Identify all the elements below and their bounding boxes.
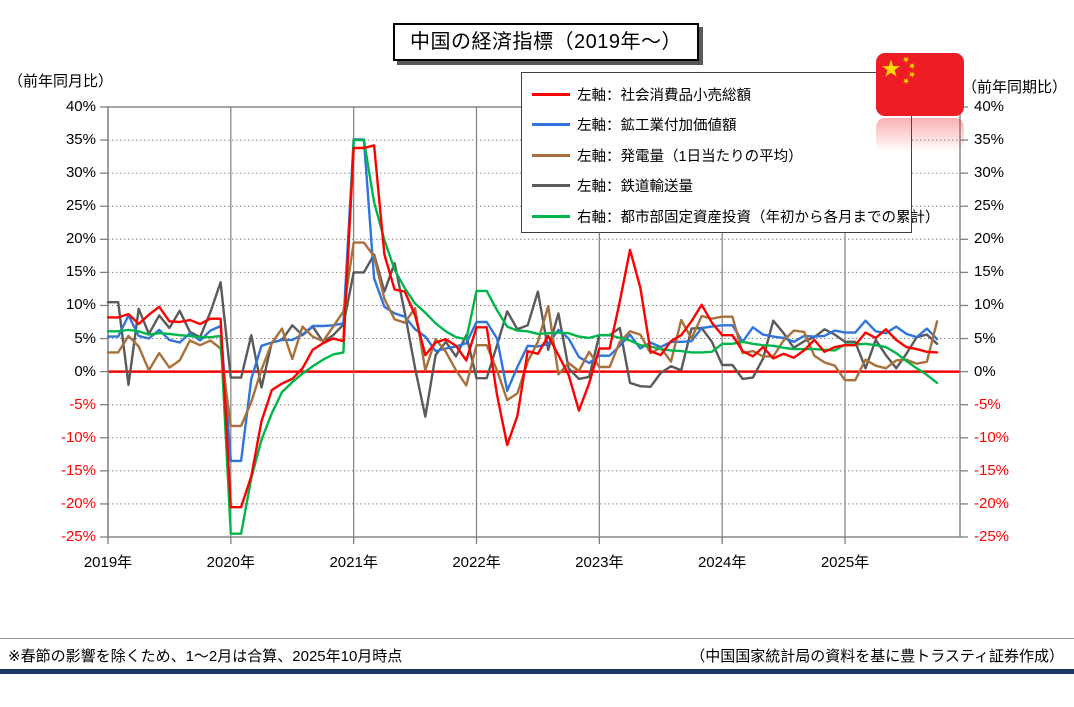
y-axis-label-left: 30% xyxy=(65,164,96,182)
series-line-4 xyxy=(106,253,939,418)
legend-label: 左軸：鉄道輸送量 xyxy=(577,179,693,196)
legend-line-sample xyxy=(532,184,570,188)
y-axis-label-right: 25% xyxy=(974,197,1005,215)
y-axis-label-right: 40% xyxy=(974,98,1005,115)
flag-star-small xyxy=(908,63,916,70)
x-axis-label: 2019年 xyxy=(83,554,133,571)
y-axis-label-left: 35% xyxy=(65,131,96,149)
legend-item: 右軸：都市部固定資産投資（年初から各月までの累計） xyxy=(532,201,940,232)
legend-item: 左軸：鉄道輸送量 xyxy=(532,171,911,202)
legend-item: 左軸：鉱工業付加価値額 xyxy=(532,110,911,141)
y-axis-label-left: 40% xyxy=(65,98,96,115)
footnote-credit: （中国国家統計局の資料を基に豊トラスティ証券作成） xyxy=(690,648,1064,665)
y-axis-label-right: 15% xyxy=(974,263,1005,281)
series-line-5 xyxy=(106,138,939,535)
flag-star-small xyxy=(908,71,916,78)
flag-star-small xyxy=(902,56,910,63)
y-axis-label-right: -15% xyxy=(974,461,1010,479)
y-axis-label-right: 5% xyxy=(974,329,996,347)
y-axis-label-right: 0% xyxy=(974,362,996,380)
legend-item: 左軸：社会消費品小売総額 xyxy=(532,79,911,110)
legend-line-sample xyxy=(532,214,570,218)
right-axis-caption: （前年同期比） xyxy=(962,79,1068,96)
x-axis-label: 2021年 xyxy=(329,554,378,571)
legend-line-sample xyxy=(532,92,570,96)
page-title: 中国の経済指標（2019年～） xyxy=(393,23,699,61)
y-axis-label-right: 20% xyxy=(974,230,1005,248)
x-axis-label: 2025年 xyxy=(820,554,870,571)
y-axis-label-left: -25% xyxy=(60,528,96,545)
legend-line-sample xyxy=(532,123,570,127)
y-axis-label-right: 35% xyxy=(974,131,1005,149)
y-axis-label-left: 15% xyxy=(65,263,96,281)
y-axis-label-left: -5% xyxy=(69,395,96,413)
y-axis-label-left: -15% xyxy=(60,461,96,479)
divider-line xyxy=(0,638,1074,639)
legend-label: 左軸：発電量（1日当たりの平均） xyxy=(577,148,803,165)
left-axis-caption: （前年同月比） xyxy=(8,73,114,90)
y-axis-label-right: -25% xyxy=(974,528,1010,545)
y-axis-label-left: 5% xyxy=(74,329,96,347)
flag-star-small xyxy=(902,78,910,85)
x-axis-label: 2024年 xyxy=(697,554,747,571)
series-line-1 xyxy=(106,144,939,509)
series-line-2 xyxy=(106,138,939,463)
x-axis-label: 2020年 xyxy=(206,554,256,571)
footer-accent-line xyxy=(0,669,1074,674)
legend: 左軸：社会消費品小売総額 左軸：鉱工業付加価値額左軸：発電量（1日当たりの平均） 左… xyxy=(521,72,940,233)
legend-label: 右軸：都市部固定資産投資（年初から各月までの累計） xyxy=(577,209,940,226)
china-flag-reflection xyxy=(876,118,964,152)
legend-line-sample xyxy=(532,153,570,157)
y-axis-label-left: 0% xyxy=(74,362,96,380)
flag-field xyxy=(876,53,964,116)
y-axis-label-left: 10% xyxy=(65,296,96,314)
y-axis-label-left: -10% xyxy=(60,428,96,446)
legend-label: 左軸：社会消費品小売総額 xyxy=(577,87,751,104)
y-axis-label-left: 25% xyxy=(65,197,96,215)
y-axis-label-right: -10% xyxy=(974,428,1010,446)
x-axis-label: 2022年 xyxy=(452,554,501,571)
y-axis-label-right: 10% xyxy=(974,296,1005,314)
y-axis-label-left: 20% xyxy=(65,230,96,248)
y-axis-label-right: 30% xyxy=(974,164,1005,182)
series-line-3 xyxy=(106,241,939,428)
y-axis-label-right: -5% xyxy=(974,395,1001,413)
legend-label: 左軸：鉱工業付加価値額 xyxy=(577,118,737,135)
footnote-note: ※春節の影響を除くため、1～2月は合算、2025年10月時点 xyxy=(8,648,403,665)
y-axis-label-right: -20% xyxy=(974,494,1010,512)
y-axis-label-left: -20% xyxy=(60,494,96,512)
flag-star-large xyxy=(882,59,900,77)
legend-item: 左軸：発電量（1日当たりの平均） xyxy=(532,140,911,171)
x-axis-label: 2023年 xyxy=(575,554,624,571)
china-flag-icon xyxy=(876,53,964,116)
